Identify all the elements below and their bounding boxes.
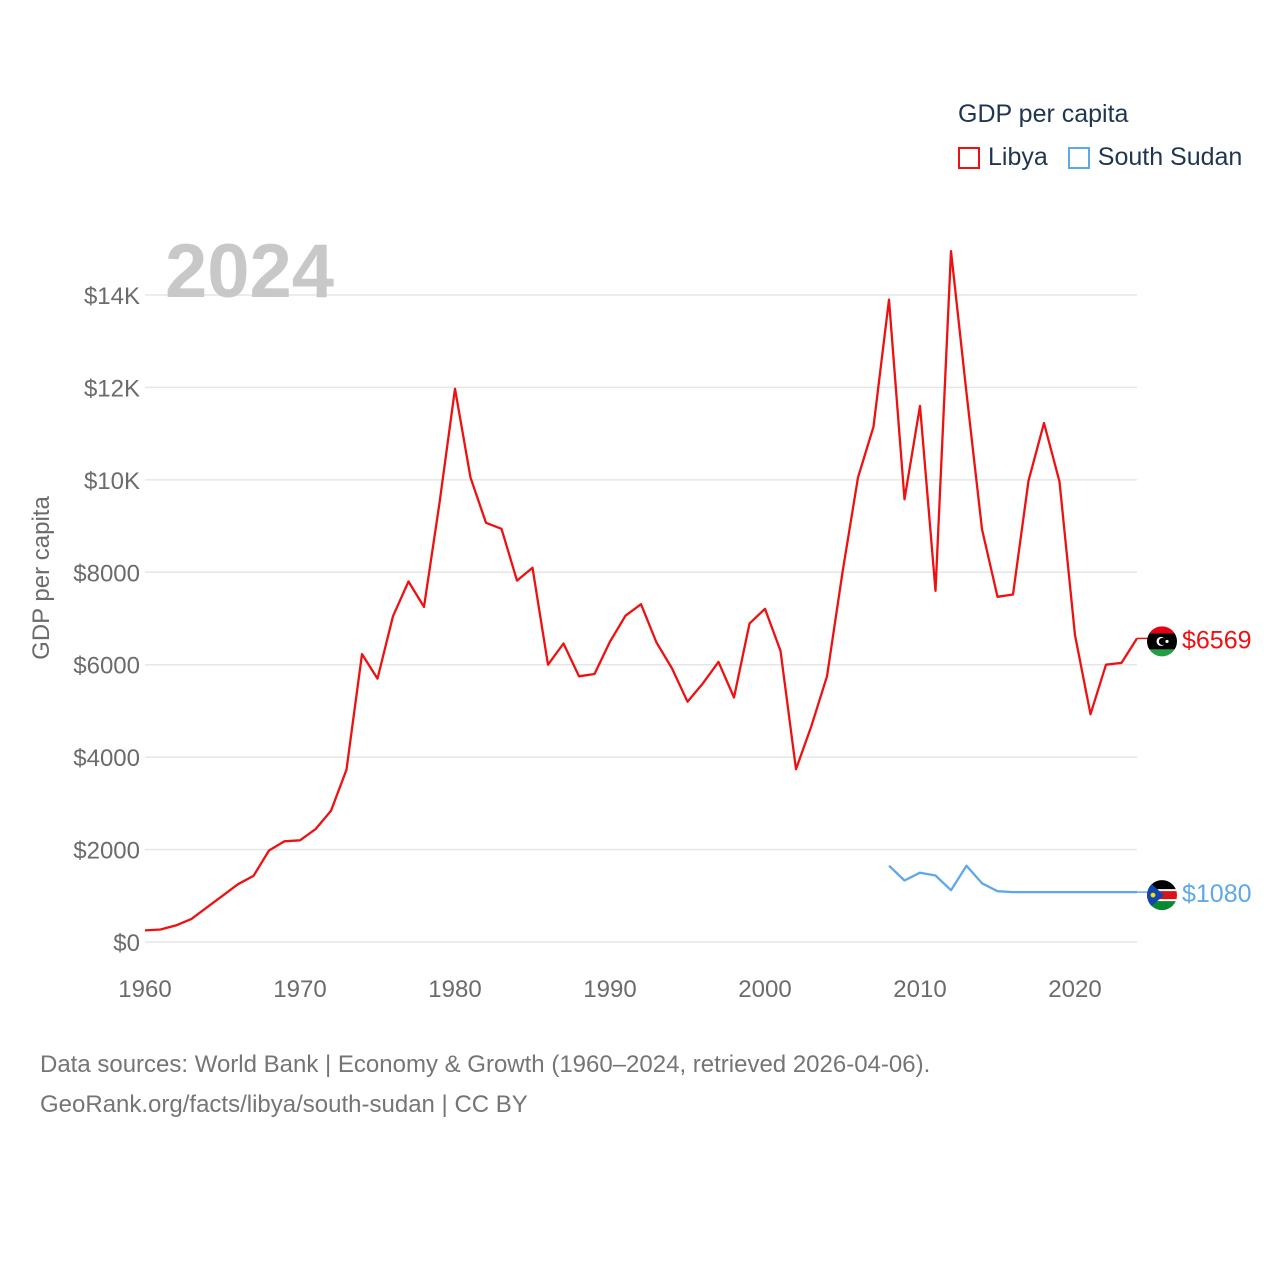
y-tick-label: $12K [84, 375, 140, 402]
y-tick-label: $8000 [73, 560, 140, 587]
legend-label-libya: Libya [988, 143, 1048, 171]
y-tick-label: $10K [84, 468, 140, 495]
flag-body [1147, 626, 1177, 657]
libya-flag-icon [1147, 626, 1177, 657]
libya-swatch-icon [958, 146, 980, 169]
flag-stripe-green [1147, 649, 1177, 657]
x-tick-label: 1980 [428, 976, 481, 1003]
x-tick-label: 1960 [118, 976, 171, 1003]
x-tick-label: 2000 [738, 976, 791, 1003]
flag-star [1165, 639, 1169, 644]
source-note: Data sources: World Bank | Economy & Gro… [40, 1045, 930, 1125]
y-tick-label: $6000 [73, 653, 140, 680]
series-line-south-sudan [888, 864, 1137, 894]
year-label: 2024 [165, 229, 335, 314]
flag-stripe-green [1147, 900, 1177, 911]
flag-star [1150, 892, 1156, 898]
flag-crescent-cut [1158, 637, 1167, 646]
y-tick-label: $2000 [73, 838, 140, 865]
end-value-label-south-sudan: $1080 [1182, 880, 1252, 908]
x-tick-label: 1970 [273, 976, 326, 1003]
series-line-libya [144, 249, 1138, 932]
y-axis-ticks: $0 $2000 $4000 $6000 $8000 $10K $12K $14K [73, 283, 140, 957]
legend-item-south-sudan[interactable]: South Sudan [1067, 143, 1243, 172]
flag-body [1147, 880, 1177, 911]
legend-title: GDP per capita [958, 100, 1129, 128]
x-axis-ticks: 1960 1970 1980 1990 2000 2010 2020 [118, 976, 1101, 1003]
x-tick-label: 1990 [583, 976, 636, 1003]
series-lines [144, 249, 1138, 932]
legend-label-south-sudan: South Sudan [1097, 143, 1243, 171]
legend-item-libya[interactable]: Libya [958, 143, 1048, 172]
y-axis-label: GDP per capita [28, 496, 55, 660]
flag-stripe-red [1147, 626, 1177, 634]
x-tick-label: 2010 [893, 976, 946, 1003]
end-value-label-libya: $6569 [1182, 626, 1252, 654]
source-line-2: GeoRank.org/facts/libya/south-sudan | CC… [40, 1091, 528, 1118]
south-sudan-swatch-icon [1067, 146, 1090, 169]
y-tick-label: $0 [113, 930, 140, 957]
flag-stripe-black [1147, 880, 1177, 891]
gridlines [145, 294, 1137, 943]
x-tick-label: 2020 [1048, 976, 1101, 1003]
legend: Libya South Sudan [958, 143, 1262, 172]
series-end-markers: $6569 $1080 [1137, 626, 1252, 911]
south-sudan-flag-icon [1147, 880, 1177, 911]
y-tick-label: $14K [84, 283, 140, 310]
source-line-1: Data sources: World Bank | Economy & Gro… [40, 1051, 931, 1078]
y-tick-label: $4000 [73, 745, 140, 772]
